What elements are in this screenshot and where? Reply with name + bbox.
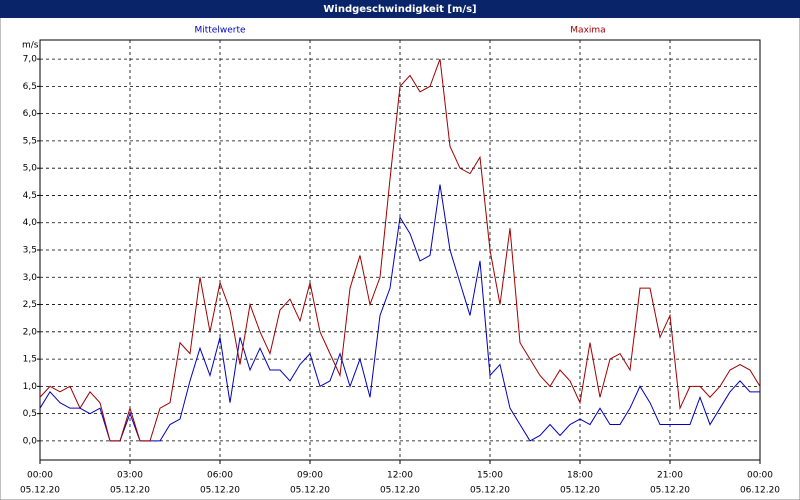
y-tick-label: 2,5 (23, 300, 37, 310)
x-tick-label: 03:00 (117, 471, 143, 481)
x-tick-date: 06.12.20 (740, 486, 780, 496)
y-tick-label: 5,0 (23, 164, 38, 174)
y-tick-label: 3,5 (23, 246, 37, 256)
x-tick-label: 00:00 (747, 471, 773, 481)
y-tick-label: 7,0 (23, 55, 38, 65)
legend-label: Mittelwerte (194, 26, 245, 36)
y-tick-label: 4,5 (23, 191, 37, 201)
x-tick-date: 05.12.20 (200, 486, 240, 496)
x-tick-label: 06:00 (207, 471, 233, 481)
x-tick-date: 05.12.20 (650, 486, 690, 496)
x-tick-date: 05.12.20 (470, 486, 510, 496)
y-tick-label: 1,5 (23, 355, 37, 365)
y-tick-label: 0,5 (23, 409, 37, 419)
data-line (39, 184, 760, 442)
x-tick-label: 00:00 (27, 471, 53, 481)
y-tick-label: 0,0 (23, 436, 38, 446)
x-tick-label: 18:00 (567, 471, 593, 481)
x-tick-date: 05.12.20 (290, 486, 330, 496)
y-tick-label: 3,0 (23, 273, 38, 283)
y-tick-label: 6,0 (23, 109, 38, 119)
x-tick-date: 05.12.20 (560, 486, 600, 496)
title-bar (0, 0, 800, 18)
y-tick-label: 1,0 (23, 382, 38, 392)
x-tick-date: 05.12.20 (380, 486, 420, 496)
y-tick-label: 4,0 (23, 218, 38, 228)
x-tick-label: 21:00 (657, 471, 683, 481)
data-line (39, 58, 761, 442)
y-tick-label: 2,0 (23, 327, 38, 337)
x-tick-date: 05.12.20 (110, 486, 150, 496)
x-tick-label: 12:00 (387, 471, 413, 481)
y-tick-label: 5,5 (23, 136, 37, 146)
y-axis-label: m/s (22, 41, 39, 51)
legend-label: Maxima (570, 26, 605, 36)
chart-title: Windgeschwindigkeit [m/s] (323, 4, 476, 15)
x-tick-date: 05.12.20 (20, 486, 60, 496)
x-tick-label: 09:00 (297, 471, 323, 481)
x-tick-label: 15:00 (477, 471, 503, 481)
y-tick-label: 6,5 (23, 82, 37, 92)
